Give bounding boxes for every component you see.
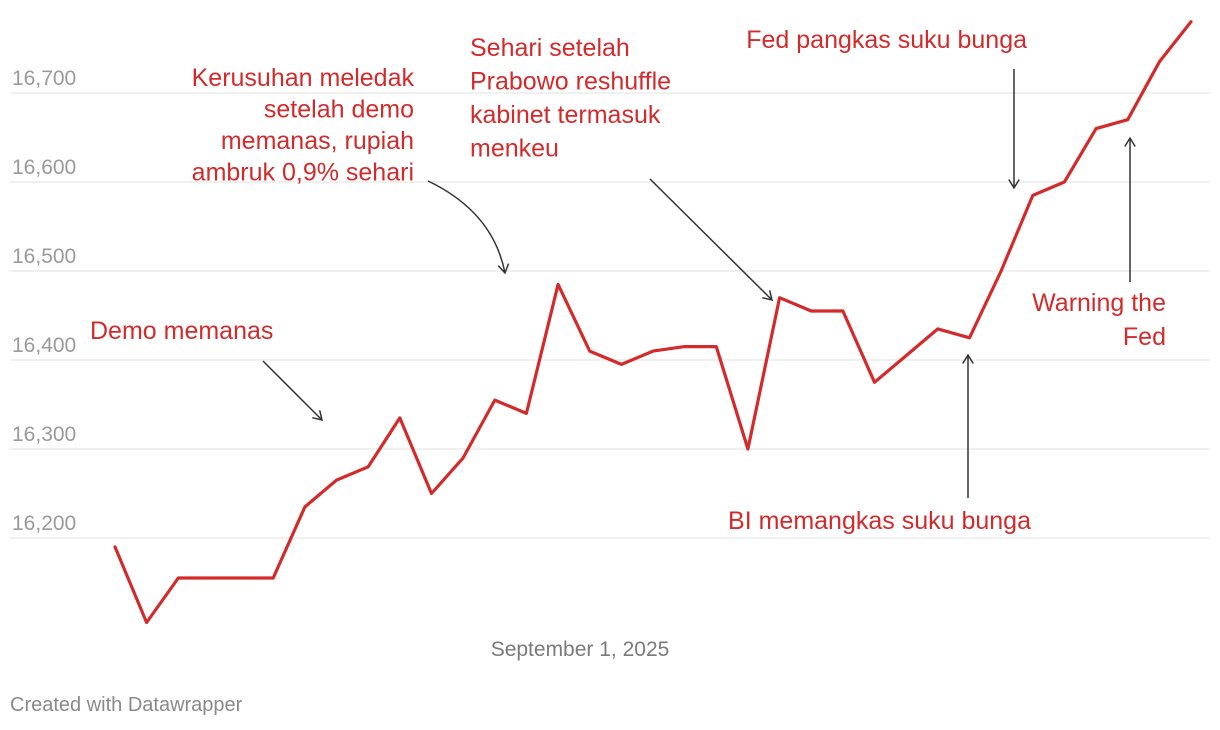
y-axis-tick-labels: 16,200 16,300 16,400 16,500 16,600 16,700 [12, 67, 76, 535]
annotation-line: Warning the [1032, 289, 1166, 317]
annotation-label: Sehari setelah Prabowo reshuffle kabinet t… [470, 34, 671, 163]
annotation-arrow-line [427, 180, 506, 274]
y-tick-label: 16,500 [12, 245, 76, 268]
annotation-arrows [262, 69, 1136, 498]
y-tick-label: 16,600 [12, 156, 76, 179]
annotation-line: kabinet termasuk [470, 101, 661, 129]
annotation-line: ambruk 0,9% sehari [192, 159, 414, 187]
annotation-line: Prabowo reshuffle [470, 68, 671, 96]
arrowhead-icon [497, 263, 510, 275]
arrowhead-icon [762, 290, 774, 302]
annotation-label: Fed pangkas suku bunga [746, 26, 1027, 54]
annotation-arrow-line [649, 178, 773, 301]
annotation-line: BI memangkas suku bunga [728, 507, 1031, 535]
grid-lines [10, 92, 1210, 539]
arrowhead-icon [312, 410, 324, 422]
annotations: Demo memanas Kerusuhan meledak setelah dem… [90, 26, 1166, 535]
annotation-label: Demo memanas [90, 317, 273, 345]
annotation-line: Sehari setelah [470, 34, 630, 62]
line-chart: 16,200 16,300 16,400 16,500 16,600 16,700 Sep… [10, 20, 1210, 661]
y-tick-label: 16,300 [12, 423, 76, 446]
annotation-line: menkeu [470, 135, 559, 163]
arrowhead-icon [1124, 136, 1136, 147]
annotation-arrow-line [262, 360, 323, 421]
y-tick-label: 16,400 [12, 334, 76, 357]
y-tick-label: 16,200 [12, 512, 76, 535]
annotation-line: Fed [1123, 323, 1166, 351]
annotation-line: memanas, rupiah [221, 127, 414, 155]
y-tick-label: 16,700 [12, 67, 76, 90]
annotation-label: Warning the Fed [1032, 289, 1166, 351]
annotation-label: BI memangkas suku bunga [728, 507, 1031, 535]
series-line-exchange-rate [113, 20, 1193, 625]
annotation-line: Fed pangkas suku bunga [746, 26, 1027, 54]
arrowhead-icon [1008, 179, 1020, 190]
annotation-line: setelah demo [264, 96, 414, 124]
arrowhead-icon [962, 353, 974, 364]
credit-text: Created with Datawrapper [10, 694, 243, 716]
annotation-label: Kerusuhan meledak setelah demo memanas, ru… [192, 64, 415, 187]
annotation-line: Kerusuhan meledak [192, 64, 415, 92]
annotation-line: Demo memanas [90, 317, 273, 345]
x-axis-tick-label: September 1, 2025 [491, 638, 670, 661]
